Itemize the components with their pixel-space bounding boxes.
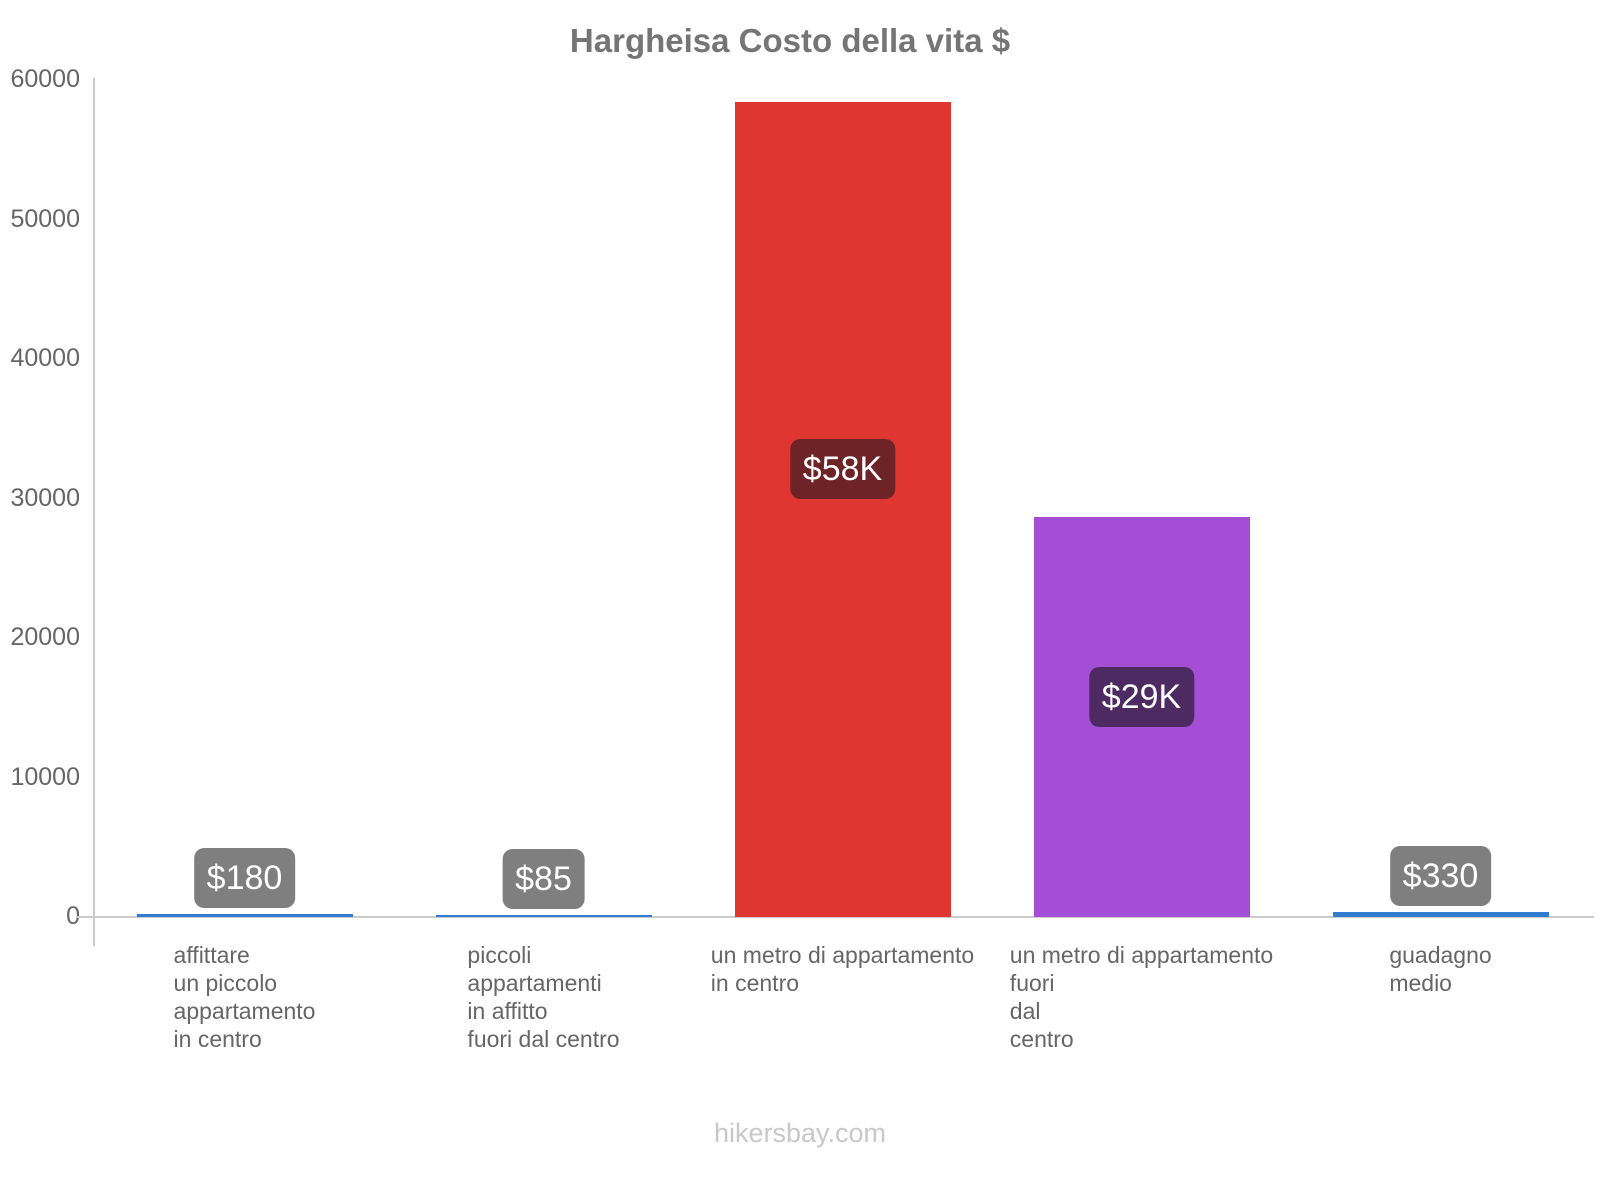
category-label-1: affittare un piccolo appartamento in cen… bbox=[173, 942, 316, 1052]
bar-value-badge-5: $330 bbox=[1389, 846, 1492, 906]
y-axis-tick-label: 60000 bbox=[10, 65, 80, 93]
bar-value-badge-2: $85 bbox=[502, 849, 585, 909]
bar-5 bbox=[1333, 912, 1549, 917]
watermark-hikersbay: hikersbay.com bbox=[713, 1118, 887, 1148]
bar-3 bbox=[735, 102, 951, 917]
bar-value-badge-4: $29K bbox=[1088, 667, 1195, 727]
category-label-3: un metro di appartamento in centro bbox=[710, 942, 975, 996]
bar-value-badge-3: $58K bbox=[789, 439, 896, 499]
bar-2 bbox=[436, 915, 652, 917]
category-label-2: piccoli appartamenti in affitto fuori da… bbox=[467, 942, 620, 1052]
y-axis-tick-label: 40000 bbox=[10, 344, 80, 372]
y-axis-tick-label: 10000 bbox=[10, 762, 80, 791]
y-axis-tick-label: 50000 bbox=[10, 204, 80, 233]
bar-value-badge-1: $180 bbox=[193, 848, 296, 908]
x-axis-line bbox=[77, 916, 1594, 918]
bar-1 bbox=[137, 914, 353, 917]
chart-title: Hargheisa Costo della vita $ bbox=[569, 22, 1011, 59]
y-axis-tick-label: 20000 bbox=[10, 623, 80, 651]
category-label-5: guadagno medio bbox=[1389, 942, 1492, 996]
y-axis-tick-label: 30000 bbox=[10, 483, 80, 512]
category-label-4: un metro di appartamento fuori dal centr… bbox=[1009, 942, 1274, 1052]
y-axis-line bbox=[93, 78, 95, 946]
y-axis-tick-label: 0 bbox=[66, 902, 80, 930]
